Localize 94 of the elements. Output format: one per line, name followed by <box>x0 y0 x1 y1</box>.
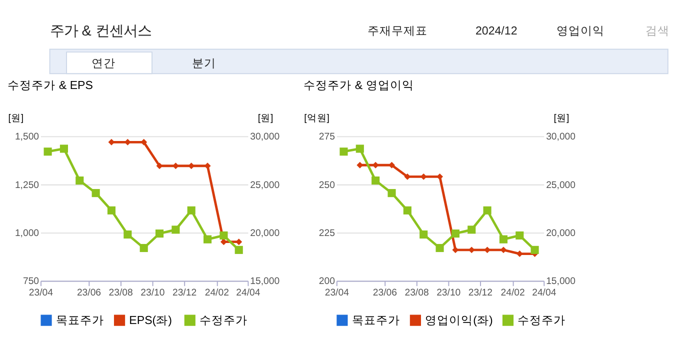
point <box>516 250 523 258</box>
point <box>107 206 116 214</box>
point <box>76 176 84 185</box>
text: 주재무제표 <box>368 25 428 38</box>
point <box>140 138 148 146</box>
point <box>356 162 364 168</box>
y-tick-label: 250 <box>318 180 335 191</box>
y-tick-label: 1,000 <box>14 228 40 239</box>
x-tick-label: 23/06 <box>76 288 102 299</box>
point <box>92 189 100 198</box>
point <box>124 138 131 146</box>
point <box>420 173 427 180</box>
y-tick-label: 225 <box>318 228 335 239</box>
y2-tick-label: 20,000 <box>546 228 576 239</box>
y2-tick-label: 15,000 <box>546 276 576 288</box>
point <box>187 206 196 214</box>
x-tick-label: 23/10 <box>140 288 165 299</box>
x-tick-label: 24/04 <box>236 288 261 299</box>
y-axis-title: [억원] <box>304 113 330 124</box>
y2-tick-label: 20,000 <box>250 228 280 239</box>
legend-label: 수정주가 <box>200 315 248 328</box>
point <box>172 226 180 234</box>
y2-axis-title: [원] <box>258 113 274 124</box>
point <box>356 144 364 153</box>
point <box>436 173 444 180</box>
point <box>468 226 476 234</box>
x-tick-label: 23/10 <box>436 288 461 299</box>
point <box>388 162 395 168</box>
point <box>499 235 508 244</box>
x-tick-label: 23/06 <box>372 288 397 299</box>
point <box>234 246 243 254</box>
x-tick-label: 23/08 <box>404 288 429 299</box>
legend-label: EPS(좌) <box>129 315 172 328</box>
legend-label: 수정주가 <box>518 315 566 328</box>
point <box>500 246 507 254</box>
point <box>44 148 52 156</box>
point <box>372 162 379 168</box>
point <box>124 230 132 239</box>
point <box>483 206 492 214</box>
x-tick-label: 23/04 <box>324 288 350 299</box>
point <box>236 238 242 246</box>
x-tick-label: 24/02 <box>204 288 229 299</box>
y-axis-title: [원] <box>8 113 24 124</box>
y2-tick-label: 25,000 <box>546 180 576 191</box>
point <box>220 238 227 246</box>
y-tick-label: 750 <box>22 276 40 288</box>
text: 영업이익 <box>556 25 604 38</box>
point <box>60 144 68 153</box>
point <box>468 246 475 254</box>
x-tick-label: 24/04 <box>532 288 557 299</box>
x-tick-label: 23/12 <box>468 288 492 299</box>
point <box>403 206 412 214</box>
point <box>516 231 524 240</box>
point <box>340 148 348 156</box>
point <box>372 176 380 185</box>
y2-tick-label: 15,000 <box>250 276 280 288</box>
y-tick-label: 200 <box>318 276 335 288</box>
y2-tick-label: 30,000 <box>250 132 280 143</box>
point <box>420 230 428 239</box>
point <box>172 162 179 170</box>
x-tick-label: 23/04 <box>28 288 54 299</box>
x-tick-label: 23/08 <box>108 288 133 299</box>
y-tick-label: 1,250 <box>14 180 40 191</box>
point <box>140 244 148 252</box>
point <box>452 246 459 254</box>
x-tick-label: 23/12 <box>172 288 197 299</box>
legend-label: 목표주가 <box>352 315 400 328</box>
y-tick-label: 1,500 <box>14 132 40 143</box>
text: 연간 <box>92 58 116 70</box>
chart-title: 수정주가 & EPS <box>8 80 94 92</box>
legend-label: 영업이익(좌) <box>425 315 493 328</box>
text: 분기 <box>192 58 216 70</box>
x-tick-label: 24/02 <box>500 288 525 299</box>
point <box>404 173 411 180</box>
y2-axis-title: [원] <box>554 113 570 124</box>
text: 2024/12 <box>475 25 518 38</box>
y-tick-label: 275 <box>318 132 335 143</box>
y2-tick-label: 25,000 <box>250 180 280 191</box>
point <box>388 189 396 198</box>
point <box>108 138 115 146</box>
text: 검색 <box>646 25 670 38</box>
text: 주가 & 컨센서스 <box>50 23 152 40</box>
point <box>155 230 164 238</box>
point <box>220 231 228 240</box>
point <box>156 162 163 170</box>
point <box>530 246 539 254</box>
legend-label: 목표주가 <box>56 315 104 328</box>
point <box>188 162 195 170</box>
point <box>436 244 444 252</box>
point <box>204 162 211 170</box>
point <box>451 230 460 238</box>
point <box>204 235 212 244</box>
chart-title: 수정주가 & 영업이익 <box>304 80 414 92</box>
y2-tick-label: 30,000 <box>546 132 576 143</box>
